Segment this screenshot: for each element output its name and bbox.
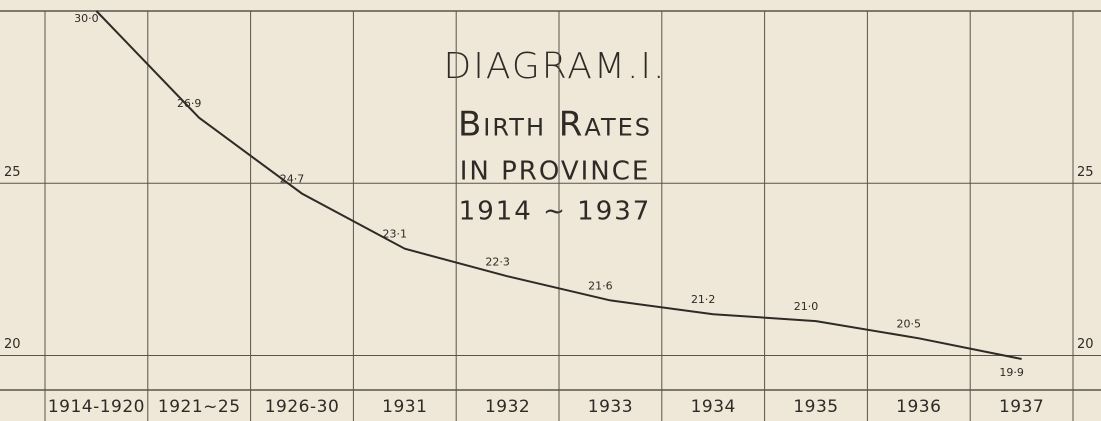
x-tick-label: 1921~25 [158,397,241,417]
data-label: 22·3 [485,255,510,268]
x-tick-label: 1932 [485,397,530,417]
data-label: 24·7 [280,173,305,186]
x-tick-label: 1935 [793,397,838,417]
x-tick-label: 1931 [382,397,427,417]
data-label: 19·9 [999,366,1024,379]
x-tick-label: 1936 [896,397,941,417]
x-tick-label: 1914-1920 [48,397,145,417]
data-label: 20·5 [897,317,922,330]
data-label: 30·0 [74,12,99,25]
y-tick-label: 20 [1077,337,1094,352]
chart-title: DIAGRAM.I. [444,46,667,87]
chart-subtitle: 1914 ~ 1937 [459,197,652,227]
chart-subtitle: Birth Rates [458,105,652,145]
chart-subtitle: IN PROVINCE [460,157,651,187]
x-tick-label: 1933 [588,397,633,417]
data-label: 26·9 [177,97,202,110]
x-tick-label: 1934 [691,397,736,417]
data-label: 21·0 [794,300,819,313]
data-label: 23·1 [383,228,408,241]
x-tick-label: 1937 [999,397,1044,417]
data-label: 21·2 [691,293,716,306]
x-tick-label: 1926-30 [265,397,340,417]
y-tick-label: 20 [4,337,21,352]
data-label: 21·6 [588,279,613,292]
y-tick-label: 25 [1077,165,1094,180]
line [95,10,1022,360]
y-tick-label: 25 [4,165,21,180]
